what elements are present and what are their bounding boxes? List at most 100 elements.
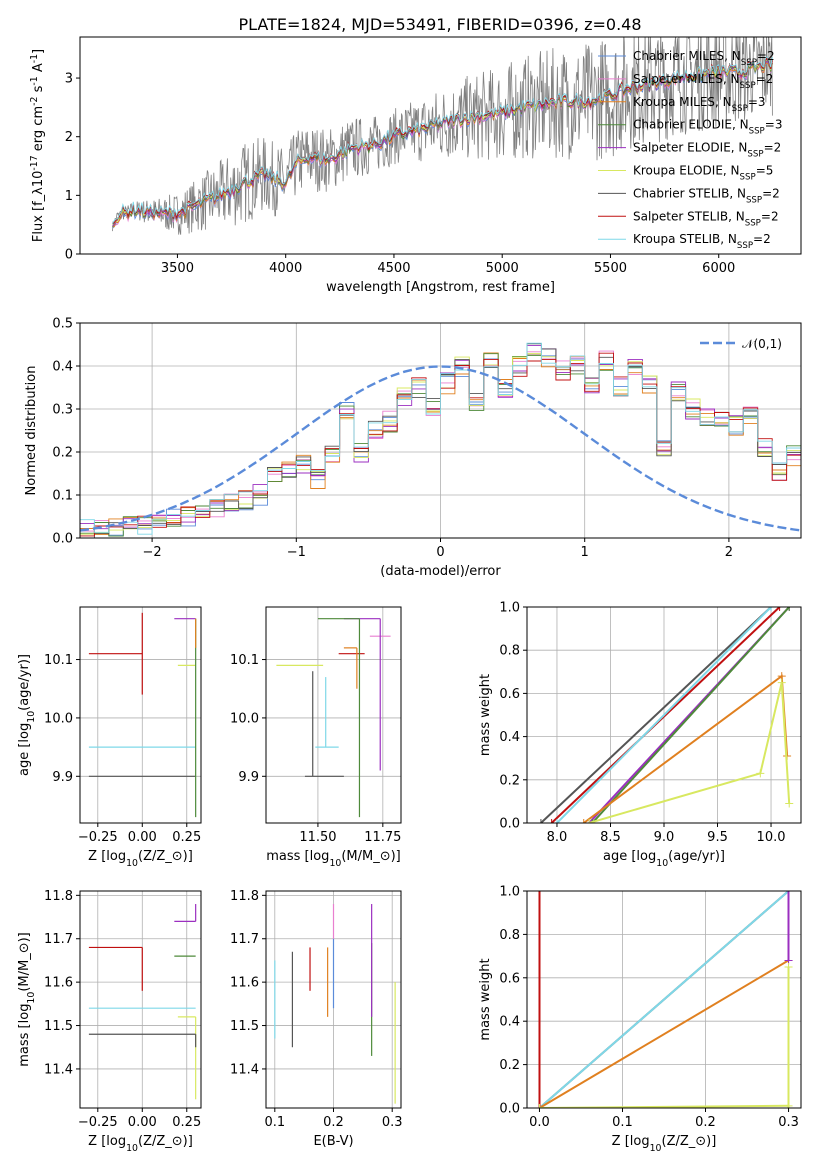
x-tick-label: 0.3 [778, 1115, 799, 1130]
text-run: wavelength [Angstrom, rest frame] [326, 280, 555, 295]
series-marker-kroupa_elodie [785, 799, 794, 808]
y-axis-label: mass [log10(M/M_⊙)] [17, 932, 37, 1067]
series-marker-salpeter_stelib [535, 891, 544, 895]
series-line-salpeter_stelib [550, 607, 781, 823]
text-run: 10 [329, 858, 341, 869]
x-tick-label: 0.25 [172, 1115, 201, 1130]
series-line-kroupa_miles [583, 674, 789, 823]
text-run: (age/yr)] [17, 654, 32, 711]
x-tick-label: 0.00 [128, 1115, 157, 1130]
histogram-kroupa_stelib [80, 342, 801, 535]
text-run: 10 [126, 1143, 138, 1154]
text-run: -17 [29, 155, 40, 170]
y-tick-label: 11.4 [230, 1062, 259, 1077]
y-tick-label: 0.0 [499, 817, 520, 832]
x-tick-label: 1 [581, 545, 589, 560]
axes-frame [526, 890, 802, 1109]
text-run: ] [31, 49, 46, 54]
series-marker-kroupa_miles [579, 819, 588, 823]
text-run: SSP [749, 127, 765, 137]
text-run: Chabrier STELIB, N [633, 186, 746, 200]
y-tick-label: 11.5 [44, 1019, 73, 1034]
y-tick-label: 0.4 [499, 1015, 520, 1030]
text-run: Z [log [88, 1134, 126, 1149]
y-tick-label: 11.6 [230, 976, 259, 991]
y-tick-label: 1.0 [499, 885, 520, 900]
text-run: SSP [740, 81, 756, 91]
legend-label: Chabrier MILES, NSSP=2 [633, 49, 775, 68]
x-tick-label: 8.0 [547, 830, 568, 845]
y-tick-label: 11.7 [230, 932, 259, 947]
x-tick-label: −0.25 [78, 830, 118, 845]
x-tick-label: 0 [436, 545, 444, 560]
text-run: (age/yr)] [668, 849, 725, 864]
y-tick-label: 9.9 [238, 770, 259, 785]
legend-label: Kroupa STELIB, NSSP=2 [633, 232, 771, 251]
observed-spectrum-line [112, 37, 773, 235]
axes-residuals: −2 −1 0 1 2 0.0 0.1 0.2 0.3 0.4 0.5 (data-model)/er… [24, 317, 802, 579]
series-marker-kroupa_stelib [767, 607, 776, 611]
text-run: =2 [761, 209, 779, 223]
series-line-kroupa_stelib [538, 891, 790, 1108]
y-tick-label: 0.0 [52, 532, 73, 547]
series-marker-kroupa_stelib [552, 819, 561, 823]
y-tick-label: 3 [65, 72, 73, 87]
y-tick-label: 0.2 [499, 1058, 520, 1073]
text-run: Flux [f_λ10 [31, 171, 46, 243]
legend-label: Chabrier STELIB, NSSP=2 [633, 186, 780, 205]
series-line-kroupa_stelib [556, 607, 772, 823]
y-tick-label: 11.4 [44, 1062, 73, 1077]
plot-area [536, 607, 794, 823]
x-axis-label: Z [log10(Z/Z_⊙)] [88, 849, 193, 869]
series-marker-kroupa_elodie [784, 962, 793, 971]
legend-label: Salpeter ELODIE, NSSP=2 [633, 141, 781, 160]
legend-label: Kroupa MILES, NSSP=3 [633, 95, 766, 114]
series-marker-chabrier_elodie [785, 607, 794, 611]
text-run: =2 [753, 232, 771, 246]
x-tick-label: 6000 [702, 261, 735, 276]
text-run: E(B-V) [313, 1134, 353, 1149]
text-run: Kroupa MILES, N [633, 95, 732, 109]
text-run: Chabrier MILES, N [633, 49, 741, 63]
series-marker-salpeter_elodie [784, 891, 793, 895]
plot-area [535, 891, 793, 1108]
x-tick-label: 0.1 [612, 1115, 633, 1130]
x-tick-label: 10.0 [757, 830, 786, 845]
x-tick-label: 0.3 [382, 1115, 403, 1130]
text-run: (data-model)/error [380, 564, 501, 579]
text-run: SSP [741, 58, 757, 68]
y-tick-label: 0.5 [52, 317, 73, 332]
text-run: (M/M_⊙)] [341, 849, 400, 864]
plot-area [274, 904, 396, 1104]
text-run: mass [log [266, 849, 329, 864]
text-run: (Z/Z_⊙)] [138, 849, 193, 864]
text-run: age [log [17, 723, 32, 776]
y-tick-label: 11.8 [44, 889, 73, 904]
plot-area [88, 904, 197, 1100]
text-run: 10 [26, 711, 37, 723]
text-run: SSP [740, 173, 756, 183]
series-line-kroupa_elodie [588, 682, 791, 823]
text-run: SSP [737, 241, 753, 251]
y-tick-label: 0.4 [499, 730, 520, 745]
x-tick-label: 4500 [377, 261, 410, 276]
y-tick-label: 0.2 [499, 773, 520, 788]
y-axis-label: mass weight [478, 674, 493, 756]
series-marker-kroupa_elodie [756, 769, 765, 778]
x-tick-label: 11.75 [364, 830, 401, 845]
text-run: SSP [745, 218, 761, 228]
text-run: Z [log [88, 849, 126, 864]
text-run: SSP [747, 150, 763, 160]
text-run: mass [log [17, 1004, 32, 1067]
x-tick-label: 0.0 [529, 1115, 550, 1130]
text-run: A [31, 63, 46, 76]
y-tick-label: 0.6 [499, 971, 520, 986]
x-tick-label: 0.2 [323, 1115, 344, 1130]
plot-area [88, 612, 197, 818]
text-run: Salpeter ELODIE, N [633, 141, 747, 155]
x-tick-label: 5000 [486, 261, 519, 276]
plot-area [112, 37, 773, 235]
text-run: Salpeter MILES, N [633, 72, 740, 86]
y-tick-label: 0.6 [499, 687, 520, 702]
text-run: (M/M_⊙)] [17, 932, 32, 991]
